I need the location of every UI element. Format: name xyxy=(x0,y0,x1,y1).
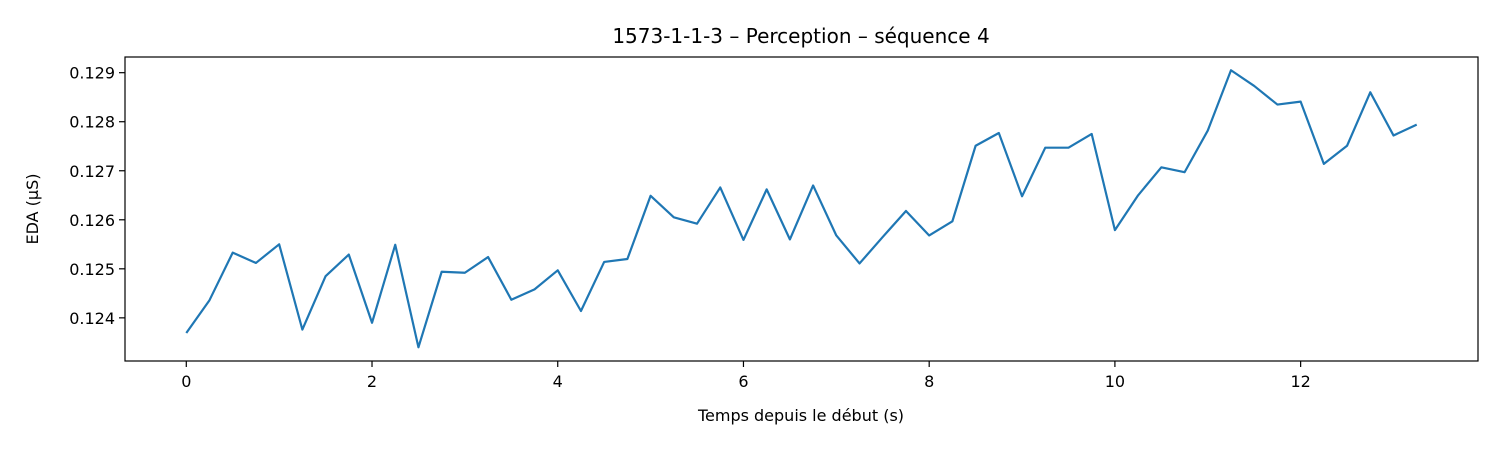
chart-title: 1573-1-1-3 – Perception – séquence 4 xyxy=(612,24,989,48)
x-tick-label: 2 xyxy=(367,372,377,391)
x-tick-label: 6 xyxy=(738,372,748,391)
y-tick-label: 0.127 xyxy=(69,162,115,181)
series-line-0 xyxy=(185,69,1418,349)
y-tick-label: 0.129 xyxy=(69,64,115,83)
x-tick-label: 0 xyxy=(181,372,191,391)
x-tick-label: 4 xyxy=(553,372,563,391)
y-tick-label: 0.124 xyxy=(69,309,115,328)
y-tick-label: 0.126 xyxy=(69,211,115,230)
y-tick-label: 0.125 xyxy=(69,260,115,279)
x-tick-label: 10 xyxy=(1105,372,1125,391)
x-axis-label: Temps depuis le début (s) xyxy=(697,406,904,425)
y-axis-label: EDA (µS) xyxy=(23,174,42,245)
x-tick-label: 12 xyxy=(1290,372,1310,391)
y-tick-label: 0.128 xyxy=(69,113,115,132)
x-tick-label: 8 xyxy=(924,372,934,391)
plot-frame xyxy=(124,56,1479,362)
